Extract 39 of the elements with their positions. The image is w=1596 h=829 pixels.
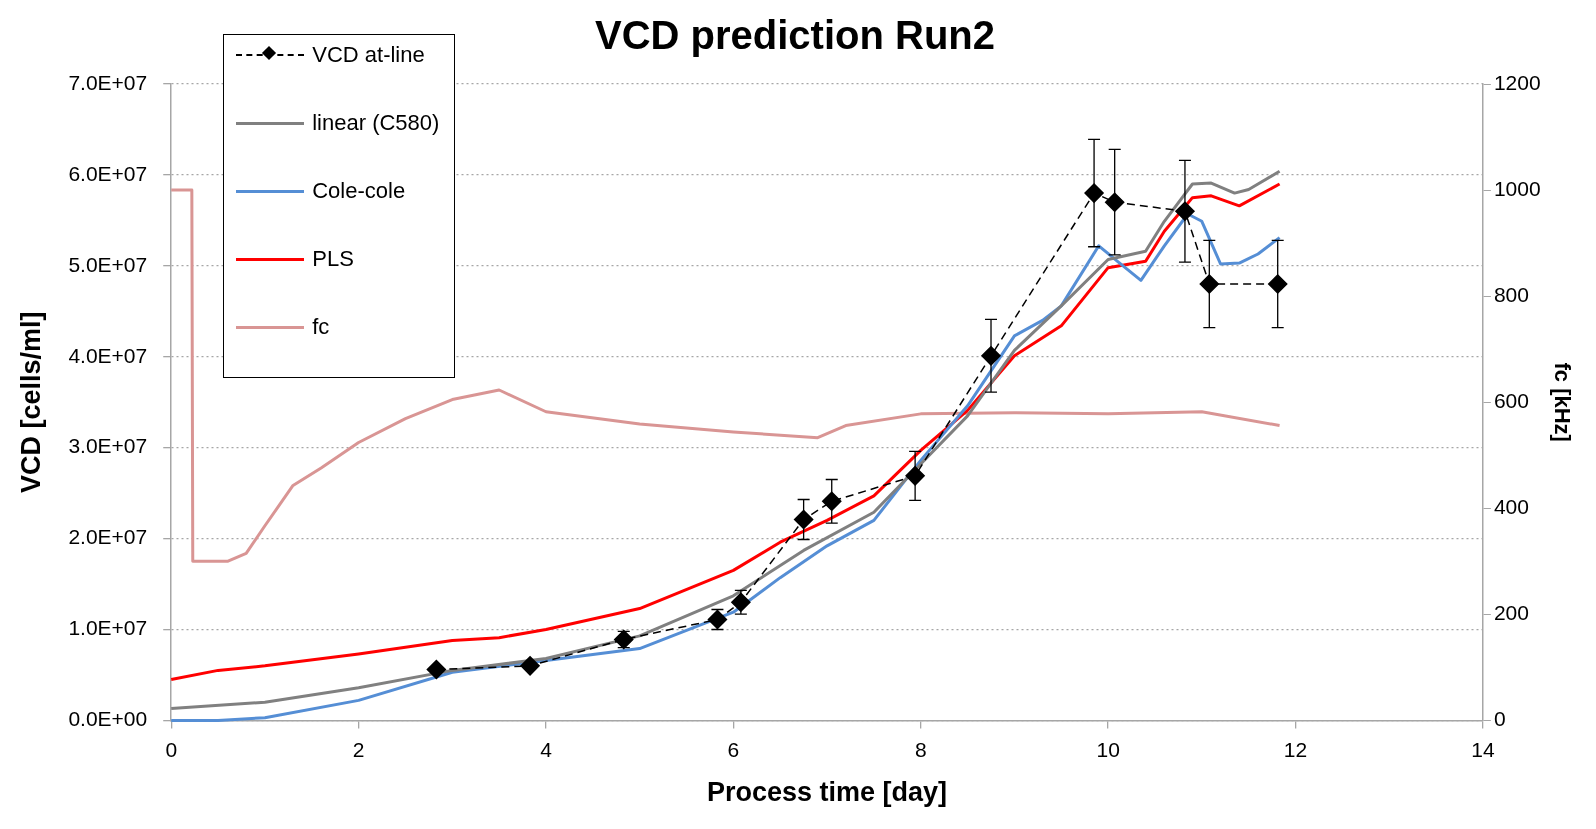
legend-label: linear (C580) xyxy=(312,110,440,136)
point xyxy=(426,659,447,680)
point xyxy=(1199,274,1220,294)
point xyxy=(1267,274,1288,294)
y-tick-label: 6.0E+07 xyxy=(68,161,148,185)
chart-title: VCD prediction Run2 xyxy=(594,13,996,58)
legend-label: fc xyxy=(312,314,330,340)
y2-tick-label: 600 xyxy=(1493,389,1529,412)
y-tick-label: 7.0E+07 xyxy=(68,70,148,94)
y2-tick-label: 1200 xyxy=(1493,70,1541,94)
point xyxy=(1104,192,1125,212)
y2-tick-label: 800 xyxy=(1493,282,1529,306)
x-tick-label: 14 xyxy=(1471,737,1495,761)
x-tick-label: 8 xyxy=(914,737,927,761)
point xyxy=(793,509,814,530)
y-axis-title: VCD [cells/ml] xyxy=(15,311,46,493)
y-tick-label: 0.0E+00 xyxy=(68,707,148,731)
x-tick-label: 6 xyxy=(727,737,740,761)
legend-label: Cole-cole xyxy=(312,178,406,204)
y2-tick-label: 200 xyxy=(1493,601,1529,625)
x-tick-label: 10 xyxy=(1096,737,1120,761)
x-tick-label: 2 xyxy=(352,737,365,761)
y2-tick-label: 1000 xyxy=(1493,176,1541,200)
x-tick-label: 0 xyxy=(165,737,178,761)
y-tick-label: 2.0E+07 xyxy=(68,525,148,549)
point xyxy=(821,491,842,512)
y-tick-label: 5.0E+07 xyxy=(68,252,148,276)
y2-tick-label: 400 xyxy=(1493,495,1529,519)
y-tick-label: 3.0E+07 xyxy=(68,434,148,458)
y-tick-label: 4.0E+07 xyxy=(68,343,148,367)
y2-tick-label: 0 xyxy=(1493,707,1506,731)
y-tick-label: 1.0E+07 xyxy=(68,616,148,640)
x-axis-title: Process time [day] xyxy=(707,777,948,808)
legend-label: VCD at-line xyxy=(312,42,425,68)
x-tick-label: 4 xyxy=(540,737,553,761)
legend-label: PLS xyxy=(312,246,354,272)
point xyxy=(520,656,540,676)
x-tick-label: 12 xyxy=(1283,737,1308,761)
y2-axis-title: fc [kHz] xyxy=(1549,362,1575,442)
